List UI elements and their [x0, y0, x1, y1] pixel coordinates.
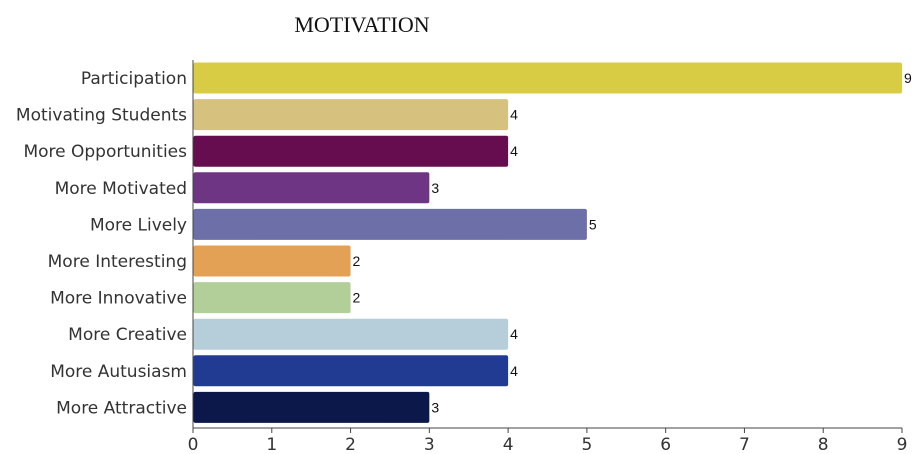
category-label: More Opportunities: [23, 142, 187, 162]
data-label: 2: [353, 253, 361, 269]
bar: [193, 318, 509, 350]
bar: [193, 282, 351, 314]
bar: [193, 62, 902, 94]
x-tick-label: 2: [345, 435, 356, 454]
category-label: More Autusiasm: [50, 362, 187, 382]
data-label: 3: [431, 399, 439, 415]
bar: [193, 99, 509, 131]
bar: [193, 172, 430, 204]
x-tick-label: 4: [503, 435, 514, 454]
bar: [193, 208, 587, 240]
data-label: 3: [431, 180, 439, 196]
x-tick-label: 3: [424, 435, 435, 454]
data-label: 5: [589, 216, 597, 232]
data-label: 2: [353, 290, 361, 306]
data-label: 4: [510, 326, 518, 342]
category-label: More Innovative: [50, 289, 187, 309]
category-label: Participation: [81, 69, 187, 89]
x-tick-label: 7: [739, 435, 750, 454]
x-tick-label: 9: [897, 435, 908, 454]
x-tick-label: 0: [188, 435, 199, 454]
bar: [193, 355, 509, 387]
bar: [193, 391, 430, 423]
data-label: 4: [510, 363, 518, 379]
chart-title: MOTIVATION: [294, 12, 430, 37]
x-tick-label: 6: [660, 435, 671, 454]
bar: [193, 245, 351, 277]
data-label: 9: [904, 70, 912, 86]
x-tick-label: 1: [266, 435, 277, 454]
data-label: 4: [510, 107, 518, 123]
category-label: More Motivated: [55, 179, 187, 199]
x-tick-label: 5: [581, 435, 592, 454]
category-label: More Creative: [68, 325, 187, 345]
category-label: Motivating Students: [16, 106, 187, 126]
x-tick-label: 8: [818, 435, 829, 454]
category-label: More Interesting: [48, 252, 187, 272]
bar: [193, 135, 509, 167]
category-label: More Lively: [90, 215, 187, 235]
category-label: More Attractive: [56, 398, 187, 418]
data-label: 4: [510, 143, 518, 159]
